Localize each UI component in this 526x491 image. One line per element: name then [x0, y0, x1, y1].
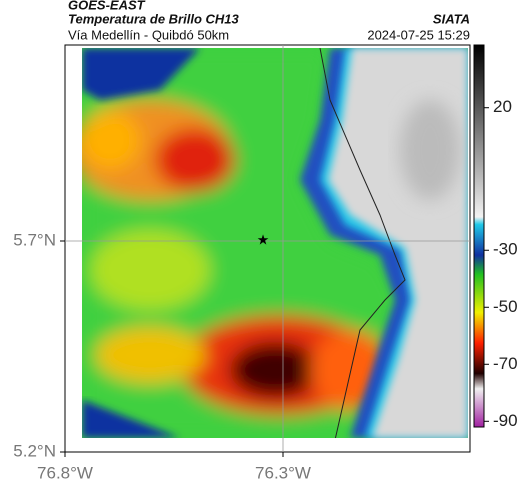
colorbar — [473, 44, 485, 428]
x-tick-label: 76.8°W — [37, 463, 93, 482]
product: Temperatura de Brillo CH13 — [68, 11, 240, 26]
y-tick-label: 5.2°N — [13, 441, 56, 460]
map-frame — [64, 44, 471, 453]
colorbar-tick-label: -90 — [493, 411, 518, 430]
colorbar-tick-label: 20 — [493, 97, 512, 116]
location-marker: ★ — [257, 232, 270, 248]
source: GOES-EAST — [68, 0, 146, 12]
colorbar-tick-label: -50 — [493, 297, 518, 316]
y-tick-label: 5.7°N — [13, 230, 56, 249]
colorbar-tick-label: -30 — [493, 240, 518, 259]
brightness-image — [82, 48, 468, 438]
x-tick-label: 76.3°W — [255, 463, 311, 482]
region: Vía Medellín - Quibdó 50km — [68, 27, 229, 42]
colorbar-tick-label: -70 — [493, 354, 518, 373]
timestamp: 2024-07-25 15:29 — [367, 27, 470, 42]
agency: SIATA — [433, 11, 470, 26]
